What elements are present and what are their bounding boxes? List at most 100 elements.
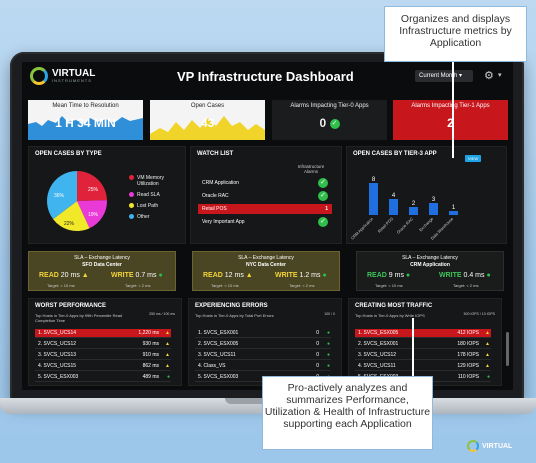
pie-slice[interactable] — [77, 171, 107, 201]
host-value: 862 ms — [142, 363, 159, 369]
kpi-mttr[interactable]: Mean Time to Resolution 1 H 34 MIN — [28, 100, 143, 140]
legend-item: VM Memory Utilization — [129, 175, 181, 187]
chevron-down-icon: ▾ — [459, 73, 463, 79]
legend-swatch — [129, 203, 134, 208]
scrollbar[interactable] — [506, 332, 509, 366]
warning-icon: ▲ — [485, 363, 490, 369]
pie-label-other: 36% — [54, 193, 65, 199]
check-icon: ✓ — [318, 217, 328, 227]
panel-title: CREATING MOST TRAFFIC — [355, 303, 433, 309]
host-value: 930 ms — [142, 341, 159, 347]
kpi-value: 0 — [319, 116, 327, 130]
kpi-label: Open Cases — [190, 103, 225, 109]
bar[interactable] — [449, 211, 458, 215]
kpi-label: Alarms Impacting Tier-0 Apps — [290, 103, 369, 109]
range-legend: 500 IOPS / 10 IOPS — [463, 312, 495, 316]
host-value: 1,220 ms — [138, 330, 159, 336]
table-row[interactable]: 2. SVCS_UCS12 930 ms ▲ — [35, 340, 171, 349]
host-value: 412 IOPS — [457, 330, 479, 336]
write-metric: WRITE 0.7 ms ● — [111, 272, 163, 279]
table-row[interactable]: 3. SVCS_UCS13 910 ms ▲ — [35, 351, 171, 360]
kpi-tier1-alarms[interactable]: Alarms Impacting Tier-1 Apps 2 — [393, 100, 508, 140]
warning-icon: ▲ — [165, 330, 170, 336]
check-icon: ● — [486, 374, 490, 380]
bar[interactable] — [389, 199, 398, 215]
table-row[interactable]: 4. SVCS_UCS11 129 IOPS ▲ — [355, 362, 491, 371]
host-value: 0 — [316, 341, 319, 347]
bar-category-label: Retail POS — [377, 216, 395, 234]
mttr-sparkline — [28, 116, 143, 140]
table-row[interactable]: 1. SVCS_ESX001 0 ● — [195, 329, 331, 338]
bar[interactable] — [409, 207, 418, 215]
write-target: Target: < 2 ms — [125, 283, 151, 288]
watch-row[interactable]: Oracle RAC ✓ — [198, 191, 332, 201]
sla-crm[interactable]: SLA – Exchange Latency CRM Application R… — [356, 251, 504, 291]
table-row[interactable]: 2. SVCS_ESX001 180 IOPS ▲ — [355, 340, 491, 349]
table-row[interactable]: 2. SVCS_ESX005 0 ● — [195, 340, 331, 349]
gear-icon[interactable]: ⚙ — [484, 70, 494, 82]
host-name: 5. SVCS_ESX003 — [38, 374, 79, 380]
kpi-value: 43 — [200, 116, 215, 130]
watch-row[interactable]: Very Important App ✓ — [198, 217, 332, 227]
range-legend: 250 ms / 100 ms — [149, 312, 175, 316]
legend-item: Other — [129, 214, 181, 220]
kpi-tier0-alarms[interactable]: Alarms Impacting Tier-0 Apps 0 ✓ — [272, 100, 387, 140]
sla-title: SLA – Exchange Latency — [74, 255, 130, 261]
check-icon: ● — [326, 363, 330, 369]
legend-item: Lost Path — [129, 203, 181, 209]
table-row[interactable]: 3. SVCS_UCS12 178 IOPS ▲ — [355, 351, 491, 360]
period-select[interactable]: Current Month ▾ — [415, 70, 473, 82]
brand-logo: VIRTUAL INSTRUMENTS — [30, 67, 95, 85]
watch-row-label: Oracle RAC — [202, 193, 229, 199]
table-row[interactable]: 1. SVCS_ESX005 412 IOPS ▲ — [355, 329, 491, 338]
warning-icon: ▲ — [165, 341, 170, 347]
panel-title: WATCH LIST — [197, 151, 234, 157]
write-metric: WRITE 1.2 ms ● — [275, 272, 327, 279]
pie-slice[interactable] — [77, 200, 107, 229]
pie-slice[interactable] — [53, 201, 90, 231]
panel-open-cases-by-tier3: OPEN CASES BY TIER-3 APP VIEW 8 CRM Appli… — [346, 146, 507, 244]
host-name: 5. SVCS_ESX003 — [198, 374, 239, 380]
bar-category-label: Exchange — [418, 216, 435, 233]
watch-row-label: Very Important App — [202, 219, 245, 225]
pie-slice[interactable] — [47, 171, 77, 220]
write-metric: WRITE 0.4 ms ● — [439, 272, 491, 279]
sla-subtitle: NYC Data Center — [245, 262, 286, 268]
bar-value-label: 1 — [452, 205, 456, 211]
table-row[interactable]: 4. Class_VS 0 ● — [195, 362, 331, 371]
settings-caret-icon[interactable]: ▾ — [498, 72, 502, 79]
warning-icon: ▲ — [81, 272, 89, 279]
read-metric: READ 9 ms ● — [367, 272, 411, 279]
table-row[interactable]: 1. SVCS_UCS14 1,220 ms ▲ — [35, 329, 171, 338]
table-row[interactable]: 5. SVCS_ESX003 489 ms ● — [35, 373, 171, 382]
watch-row-label: CRM Application — [202, 180, 239, 186]
top-bar: VIRTUAL INSTRUMENTS VP Infrastructure Da… — [22, 62, 513, 90]
watch-row[interactable]: CRM Application ✓ — [198, 178, 332, 188]
warning-icon: ▲ — [485, 341, 490, 347]
warning-icon: ▲ — [245, 272, 253, 279]
host-value: 910 ms — [142, 352, 159, 358]
host-value: 489 ms — [142, 374, 159, 380]
table-row[interactable]: 4. SVCS_UCS15 862 ms ▲ — [35, 362, 171, 371]
kpi-open-cases[interactable]: Open Cases 43 — [150, 100, 265, 140]
legend-label: Lost Path — [137, 203, 159, 209]
view-button[interactable]: VIEW — [465, 155, 481, 162]
warning-icon: ▲ — [485, 330, 490, 336]
check-icon: ✓ — [318, 178, 328, 188]
bar[interactable] — [429, 203, 438, 215]
host-value: 178 IOPS — [457, 352, 479, 358]
bar[interactable] — [369, 183, 378, 215]
sla-sfo[interactable]: SLA – Exchange Latency SFO Data Center R… — [28, 251, 176, 291]
read-metric: READ 12 ms ▲ — [203, 272, 253, 279]
range-legend: 100 / 0 — [324, 312, 335, 316]
panel-subtitle: Top Hosts in Tier-0 Apps by Total Port E… — [195, 313, 274, 318]
table-row[interactable]: 3. SVCS_UCS11 0 ● — [195, 351, 331, 360]
host-value: 0 — [316, 363, 319, 369]
footer-logo: VIRTUAL — [467, 440, 512, 452]
kpi-value-wrap: 0 ✓ — [272, 116, 387, 130]
sla-nyc[interactable]: SLA – Exchange Latency NYC Data Center R… — [192, 251, 340, 291]
watch-row-alert[interactable]: Retail POS 1 — [198, 204, 332, 214]
kpi-label: Mean Time to Resolution — [52, 103, 119, 109]
host-name: 2. SVCS_ESX005 — [198, 341, 239, 347]
dashboard-screen: VIRTUAL INSTRUMENTS VP Infrastructure Da… — [22, 62, 513, 390]
